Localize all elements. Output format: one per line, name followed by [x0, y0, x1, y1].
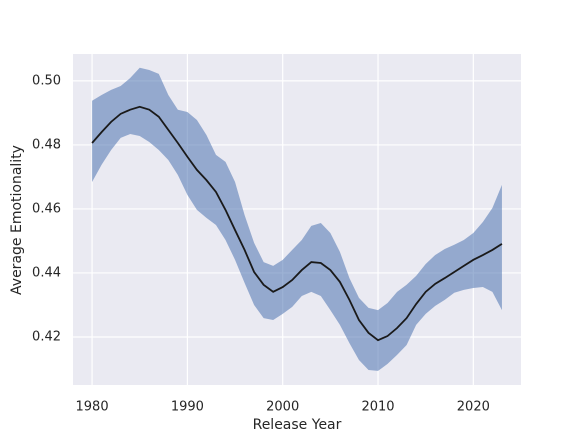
y-axis-label: Average Emotionality: [9, 145, 25, 295]
y-tick-label: 0.42: [32, 329, 61, 344]
y-tick-label: 0.48: [32, 137, 61, 152]
x-tick-label: 1980: [76, 400, 109, 415]
y-tick-label: 0.50: [32, 73, 61, 88]
x-tick-label: 2010: [361, 400, 394, 415]
x-tick-label: 2020: [457, 400, 490, 415]
x-tick-label: 2000: [266, 400, 299, 415]
confidence-band: [92, 67, 502, 371]
x-tick-label: 1990: [171, 400, 204, 415]
y-tick-label: 0.46: [32, 201, 61, 216]
x-axis-label: Release Year: [253, 417, 342, 433]
y-tick-label: 0.44: [32, 265, 61, 280]
mean-line: [91, 105, 503, 342]
